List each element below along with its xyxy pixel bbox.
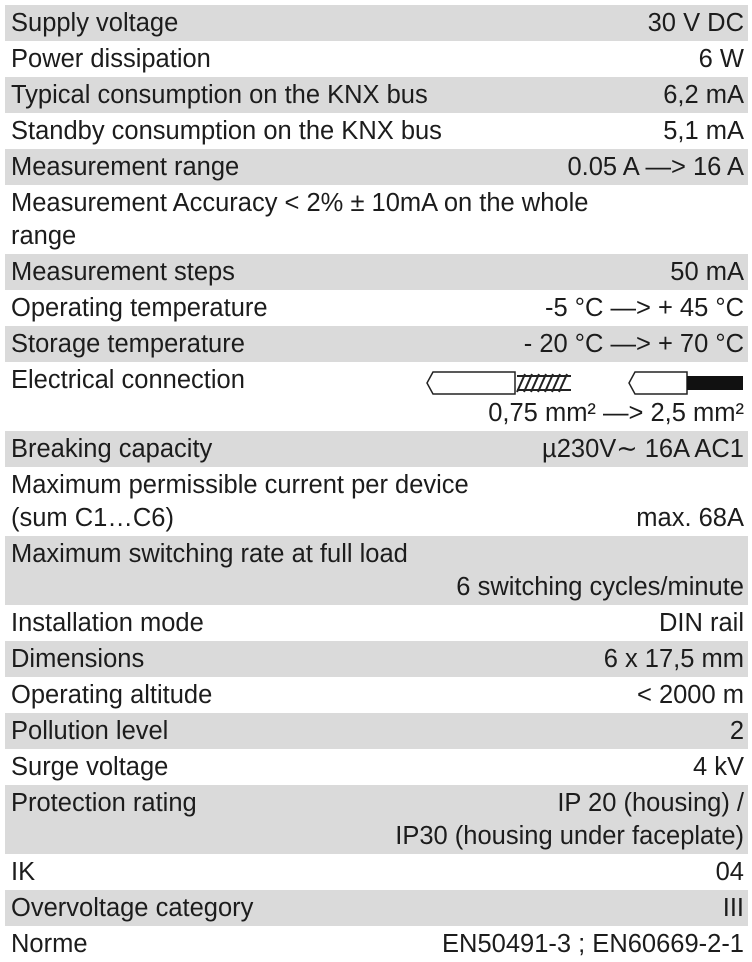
spec-row: Power dissipation 6 W [5, 41, 748, 77]
spec-label: Installation mode [11, 608, 204, 637]
spec-value: 30 V DC [647, 8, 744, 37]
spec-label: Supply voltage [11, 8, 179, 37]
row-line: range [11, 220, 744, 253]
spec-label: Storage temperature [11, 329, 245, 358]
spec-label: Protection rating [11, 788, 197, 817]
spec-row: Standby consumption on the KNX bus 5,1 mA [5, 113, 748, 149]
wire-icons [426, 371, 743, 395]
spec-row: Storage temperature - 20 °C —> + 70 °C [5, 326, 748, 362]
row-line: Maximum permissible current per device [11, 469, 744, 502]
spec-row: Electrical connection 0,75 mm² —> 2,5 mm² [5, 362, 748, 431]
row-line: Installation mode DIN rail [11, 607, 744, 640]
spec-label: Power dissipation [11, 44, 211, 73]
spec-label: range [11, 221, 77, 250]
spec-value: DIN rail [658, 608, 744, 637]
spec-label: Standby consumption on the KNX bus [11, 116, 442, 145]
spec-value: 50 mA [670, 257, 744, 286]
row-line: Measurement Accuracy < 2% ± 10mA on the … [11, 187, 744, 220]
spec-label: Maximum permissible current per device [11, 470, 469, 499]
spec-label: Maximum switching rate at full load [11, 539, 408, 568]
row-line: Pollution level 2 [11, 715, 744, 748]
spec-row: Operating altitude < 2000 m [5, 677, 748, 713]
spec-value: 0,75 mm² —> 2,5 mm² [488, 398, 744, 427]
spec-value: IP 20 (housing) / [557, 788, 744, 817]
row-line: Measurement steps 50 mA [11, 256, 744, 289]
row-line: IK 04 [11, 856, 744, 889]
spec-value: 04 [715, 857, 744, 886]
spec-value: 5,1 mA [663, 116, 744, 145]
row-line: IP30 (housing under faceplate) [11, 820, 744, 853]
spec-row: Measurement steps 50 mA [5, 254, 748, 290]
spec-row: Overvoltage category III [5, 890, 748, 926]
spec-row: Installation mode DIN rail [5, 605, 748, 641]
spec-row: Maximum permissible current per device (s… [5, 467, 748, 536]
spec-label: Overvoltage category [11, 893, 254, 922]
row-line: Supply voltage 30 V DC [11, 7, 744, 40]
row-line: Maximum switching rate at full load [11, 538, 744, 571]
spec-label: (sum C1…C6) [11, 503, 174, 532]
spec-label: Electrical connection [11, 365, 245, 394]
spec-value: III [722, 893, 744, 922]
spec-label: Measurement range [11, 152, 240, 181]
row-line: (sum C1…C6) max. 68A [11, 502, 744, 535]
spec-table: Supply voltage 30 V DC Power dissipation 6 … [5, 5, 748, 962]
row-line: 0,75 mm² —> 2,5 mm² [11, 397, 744, 430]
spec-label: IK [11, 857, 36, 886]
spec-label: Breaking capacity [11, 434, 213, 463]
spec-value: max. 68A [636, 503, 744, 532]
row-line: Norme EN50491-3 ; EN60669-2-1 [11, 928, 744, 961]
spec-row: Operating temperature -5 °C —> + 45 °C [5, 290, 748, 326]
spec-value: µ230V∼ 16A AC1 [542, 434, 744, 463]
spec-row: Breaking capacity µ230V∼ 16A AC1 [5, 431, 748, 467]
row-line: 6 switching cycles/minute [11, 571, 744, 604]
row-line: Operating altitude < 2000 m [11, 679, 744, 712]
spec-label: Dimensions [11, 644, 145, 673]
spec-row: Measurement Accuracy < 2% ± 10mA on the … [5, 185, 748, 254]
spec-label: Measurement Accuracy < 2% ± 10mA on the … [11, 188, 589, 217]
spec-value: - 20 °C —> + 70 °C [523, 329, 744, 358]
row-line: Storage temperature - 20 °C —> + 70 °C [11, 328, 744, 361]
spec-label: Measurement steps [11, 257, 235, 286]
spec-value: EN50491-3 ; EN60669-2-1 [442, 929, 744, 958]
row-line: Standby consumption on the KNX bus 5,1 mA [11, 115, 744, 148]
spec-row: Pollution level 2 [5, 713, 748, 749]
row-line: Typical consumption on the KNX bus 6,2 mA [11, 79, 744, 112]
row-line: Power dissipation 6 W [11, 43, 744, 76]
spec-row: Dimensions 6 x 17,5 mm [5, 641, 748, 677]
spec-value: 6,2 mA [663, 80, 744, 109]
row-line: Measurement range 0.05 A —> 16 A [11, 151, 744, 184]
spec-row: Norme EN50491-3 ; EN60669-2-1 [5, 926, 748, 962]
spec-label: Typical consumption on the KNX bus [11, 80, 428, 109]
spec-value: 4 kV [692, 752, 744, 781]
spec-value: IP30 (housing under faceplate) [395, 821, 744, 850]
spec-label: Surge voltage [11, 752, 169, 781]
spec-row: Supply voltage 30 V DC [5, 5, 748, 41]
spec-label: Norme [11, 929, 88, 958]
spec-row: Measurement range 0.05 A —> 16 A [5, 149, 748, 185]
spec-value: 2 [729, 716, 744, 745]
spec-value: 6 x 17,5 mm [603, 644, 744, 673]
spec-value: -5 °C —> + 45 °C [545, 293, 744, 322]
spec-row: Protection rating IP 20 (housing) / IP30 (… [5, 785, 748, 854]
spec-row: Surge voltage 4 kV [5, 749, 748, 785]
spec-value: < 2000 m [636, 680, 744, 709]
spec-label: Operating altitude [11, 680, 213, 709]
row-line: Breaking capacity µ230V∼ 16A AC1 [11, 433, 744, 466]
spec-value: 6 switching cycles/minute [456, 572, 744, 601]
spec-label: Pollution level [11, 716, 169, 745]
spec-row: Maximum switching rate at full load 6 swi… [5, 536, 748, 605]
row-line: Overvoltage category III [11, 892, 744, 925]
spec-row: Typical consumption on the KNX bus 6,2 mA [5, 77, 748, 113]
spec-label: Operating temperature [11, 293, 268, 322]
spec-value: 6 W [698, 44, 744, 73]
row-line: Operating temperature -5 °C —> + 45 °C [11, 292, 744, 325]
spec-value: 0.05 A —> 16 A [567, 152, 744, 181]
row-line: Surge voltage 4 kV [11, 751, 744, 784]
row-line: Electrical connection [11, 364, 744, 397]
row-line: Protection rating IP 20 (housing) / [11, 787, 744, 820]
row-line: Dimensions 6 x 17,5 mm [11, 643, 744, 676]
spec-row: IK 04 [5, 854, 748, 890]
